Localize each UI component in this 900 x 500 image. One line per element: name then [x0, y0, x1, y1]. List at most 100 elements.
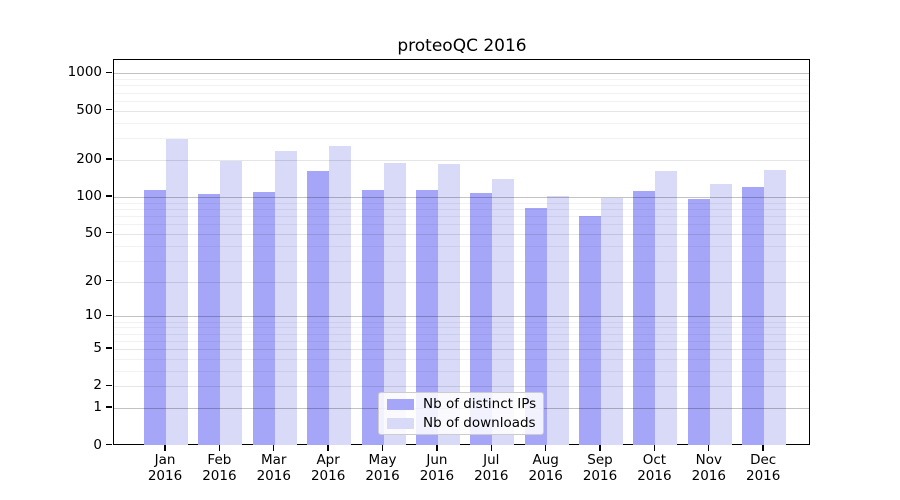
bar-downloads-apr: [329, 146, 352, 446]
x-tick-mark: [708, 445, 710, 451]
y-gridline: [114, 159, 809, 161]
x-tick-mark: [490, 445, 492, 451]
y-tick-mark: [106, 109, 112, 111]
y-gridline-minor: [114, 138, 809, 140]
bar-downloads-aug: [546, 196, 569, 446]
x-tick-mark: [218, 445, 221, 451]
bar-downloads-jul: [492, 178, 515, 446]
x-tick-mark: [164, 445, 166, 451]
y-tick-mark: [106, 384, 112, 387]
bar-distinct-ips-feb: [198, 194, 221, 446]
y-gridline: [114, 110, 809, 112]
x-tick-label: May 2016: [365, 452, 400, 484]
y-gridline-minor: [114, 85, 809, 87]
y-tick-label: 20: [84, 272, 102, 289]
bar-distinct-ips-apr: [307, 170, 330, 446]
y-gridline-minor: [114, 79, 809, 81]
bar-distinct-ips-mar: [252, 192, 275, 446]
bar-distinct-ips-jul: [470, 193, 493, 446]
x-tick-label: Jun 2016: [419, 452, 455, 484]
x-tick-label: Apr 2016: [310, 452, 346, 484]
bar-distinct-ips-dec: [742, 186, 765, 446]
x-tick-label: Mar 2016: [256, 452, 291, 484]
bar-distinct-ips-aug: [524, 208, 547, 446]
y-gridline-minor: [114, 340, 809, 342]
legend-entry-distinct-ips: Nb of distinct IPs: [387, 396, 537, 412]
y-tick-label: 500: [76, 101, 102, 118]
y-tick-label: 50: [84, 224, 102, 241]
bar-distinct-ips-jun: [415, 189, 438, 446]
x-tick-mark: [273, 445, 275, 451]
bar-downloads-feb: [220, 160, 243, 446]
y-gridline: [114, 316, 809, 318]
bar-distinct-ips-sep: [579, 215, 602, 446]
bar-downloads-sep: [601, 198, 624, 446]
legend-entry-downloads: Nb of downloads: [387, 415, 536, 431]
y-tick-label: 0: [93, 436, 102, 453]
x-tick-label: Oct 2016: [637, 452, 672, 484]
y-gridline-minor: [114, 245, 809, 247]
y-gridline: [114, 386, 809, 388]
y-gridline-minor: [114, 100, 809, 102]
plot-area: [113, 59, 810, 446]
y-tick-mark: [106, 347, 112, 349]
bar-distinct-ips-oct: [633, 191, 656, 446]
y-tick-label: 5: [93, 340, 102, 356]
x-tick-mark: [436, 445, 438, 451]
bar-distinct-ips-nov: [687, 198, 710, 446]
x-tick-mark: [327, 445, 329, 451]
legend-label-distinct-ips: Nb of distinct IPs: [423, 396, 537, 412]
bar-downloads-dec: [764, 169, 787, 446]
y-gridline-minor: [114, 122, 809, 124]
y-tick-mark: [106, 158, 112, 160]
x-tick-mark: [599, 445, 601, 451]
y-gridline-minor: [114, 208, 809, 210]
y-gridline-minor: [114, 370, 809, 372]
bar-downloads-nov: [709, 183, 732, 446]
x-tick-mark: [381, 445, 384, 451]
y-tick-mark: [106, 71, 112, 74]
bar-downloads-jan: [166, 138, 188, 446]
bar-downloads-oct: [655, 171, 678, 446]
y-tick-label: 200: [76, 150, 102, 167]
y-gridline-minor: [114, 327, 809, 329]
y-tick-mark: [106, 443, 112, 446]
bar-downloads-mar: [274, 151, 297, 446]
x-tick-mark: [653, 445, 656, 451]
y-tick-mark: [106, 195, 112, 197]
x-tick-mark: [544, 445, 547, 451]
legend-swatch-distinct-ips: [387, 398, 414, 410]
y-tick-mark: [106, 406, 112, 408]
x-tick-mark: [762, 445, 764, 451]
y-tick-mark: [106, 314, 112, 317]
y-tick-label: 1: [93, 399, 102, 416]
y-gridline-minor: [114, 260, 809, 262]
y-tick-label: 100: [76, 187, 102, 204]
y-tick-label: 10: [84, 307, 102, 324]
y-tick-label: 1000: [67, 64, 102, 81]
y-gridline-minor: [114, 224, 809, 226]
y-gridline-minor: [114, 333, 809, 335]
y-gridline-minor: [114, 321, 809, 323]
x-tick-label: Feb 2016: [202, 452, 237, 484]
x-tick-label: Nov 2016: [691, 452, 726, 484]
y-gridline: [114, 196, 809, 198]
x-tick-label: Dec 2016: [745, 452, 781, 484]
y-gridline: [114, 281, 809, 283]
y-gridline-minor: [114, 92, 809, 94]
y-gridline: [114, 73, 809, 75]
x-tick-label: Jul 2016: [474, 452, 509, 484]
y-gridline-minor: [114, 358, 809, 360]
bar-distinct-ips-may: [361, 189, 384, 446]
y-tick-label: 2: [93, 377, 102, 394]
y-gridline-minor: [114, 202, 809, 204]
legend: Nb of distinct IPs Nb of downloads: [378, 392, 544, 435]
x-tick-label: Sep 2016: [582, 452, 618, 484]
y-gridline: [114, 349, 809, 350]
bar-downloads-may: [383, 163, 406, 446]
y-tick-mark: [106, 279, 112, 282]
bar-distinct-ips-jan: [144, 189, 166, 446]
y-tick-mark: [106, 232, 112, 234]
legend-label-downloads: Nb of downloads: [423, 415, 536, 431]
